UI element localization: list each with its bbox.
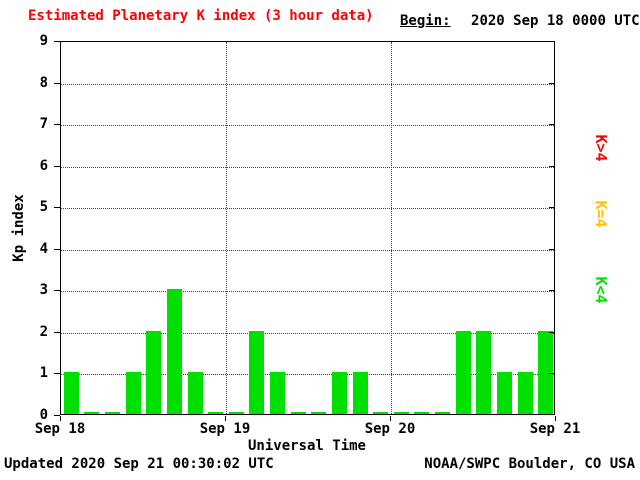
kp-bar <box>435 412 451 414</box>
kp-bar <box>455 330 471 414</box>
kp-bar <box>393 412 409 414</box>
legend-item-k-eq-4: K=4 <box>592 200 610 228</box>
horizontal-gridline <box>61 83 554 85</box>
vertical-gridline <box>226 42 227 414</box>
legend-item-k-lt-4: K<4 <box>592 276 610 304</box>
horizontal-gridline <box>61 125 554 127</box>
updated-timestamp: Updated 2020 Sep 21 00:30:02 UTC <box>4 456 274 472</box>
kp-bar <box>84 412 100 414</box>
kp-bar <box>105 412 121 414</box>
kp-bar <box>187 372 203 414</box>
y-axis-tick <box>54 82 60 84</box>
y-axis-tick <box>54 373 60 375</box>
kp-bar <box>146 330 162 414</box>
begin-value: 2020 Sep 18 0000 UTC <box>471 13 640 29</box>
y-axis-tick-right <box>549 165 555 167</box>
y-axis-tick <box>54 248 60 250</box>
x-axis-title: Universal Time <box>247 438 366 454</box>
horizontal-gridline <box>61 249 554 251</box>
kp-bar <box>476 330 492 414</box>
y-axis-tick <box>54 124 60 126</box>
kp-bar <box>166 289 182 414</box>
kp-bar <box>208 412 224 414</box>
x-tick-label: Sep 18 <box>34 421 86 437</box>
begin-annotation: Begin: 2020 Sep 18 0000 UTC <box>400 13 640 29</box>
kp-bar <box>249 330 265 414</box>
x-tick-label: Sep 19 <box>199 421 251 437</box>
y-tick-label: 0 <box>39 407 48 423</box>
y-tick-label: 3 <box>39 282 48 299</box>
horizontal-gridline <box>61 166 554 168</box>
horizontal-gridline <box>61 374 554 376</box>
y-tick-label: 6 <box>39 157 48 174</box>
kp-bar <box>414 412 430 414</box>
horizontal-gridline <box>61 208 554 210</box>
kp-bar <box>311 412 327 414</box>
kp-bar <box>352 372 368 414</box>
x-axis-tick <box>225 416 226 421</box>
kp-bar <box>331 372 347 414</box>
x-axis-tick <box>390 416 391 421</box>
kp-bar <box>125 372 141 414</box>
plot-area <box>60 41 555 415</box>
y-axis-tick <box>54 207 60 209</box>
x-tick-label: Sep 21 <box>529 421 581 437</box>
x-axis-tick <box>555 416 556 421</box>
kp-bar <box>290 412 306 414</box>
kp-bar <box>373 412 389 414</box>
y-axis-tick-right <box>549 373 555 375</box>
y-axis-tick <box>54 165 60 167</box>
kp-bar <box>496 372 512 414</box>
kp-bar <box>270 372 286 414</box>
y-axis-tick <box>54 331 60 333</box>
y-tick-label: 9 <box>39 33 48 49</box>
y-axis-tick-right <box>549 290 555 292</box>
x-axis-tick <box>60 416 61 421</box>
y-axis-tick-right <box>549 207 555 209</box>
horizontal-gridline <box>61 291 554 293</box>
kp-bar <box>517 372 533 414</box>
vertical-gridline <box>391 42 392 414</box>
y-tick-label: 2 <box>39 323 48 340</box>
kp-bar <box>63 372 79 414</box>
y-axis-tick <box>54 290 60 292</box>
y-axis-tick-right <box>549 248 555 250</box>
horizontal-gridline <box>61 332 554 334</box>
y-tick-label: 4 <box>39 240 48 257</box>
y-axis-tick <box>54 41 60 42</box>
x-tick-label: Sep 20 <box>364 421 416 437</box>
y-tick-label: 1 <box>39 365 48 382</box>
chart-title: Estimated Planetary K index (3 hour data… <box>28 8 374 24</box>
y-axis-tick-right <box>549 82 555 84</box>
y-tick-label: 5 <box>39 199 48 216</box>
y-axis-tick-right <box>549 331 555 333</box>
y-tick-label: 7 <box>39 116 48 133</box>
y-tick-label: 8 <box>39 74 48 91</box>
y-axis-tick-right <box>549 124 555 126</box>
source-attribution: NOAA/SWPC Boulder, CO USA <box>424 456 635 472</box>
y-axis-tick <box>54 415 60 416</box>
begin-label: Begin: <box>400 13 451 29</box>
kp-bar <box>538 330 554 414</box>
kp-bar <box>228 412 244 414</box>
legend-item-k-gt-4: K>4 <box>592 134 610 162</box>
